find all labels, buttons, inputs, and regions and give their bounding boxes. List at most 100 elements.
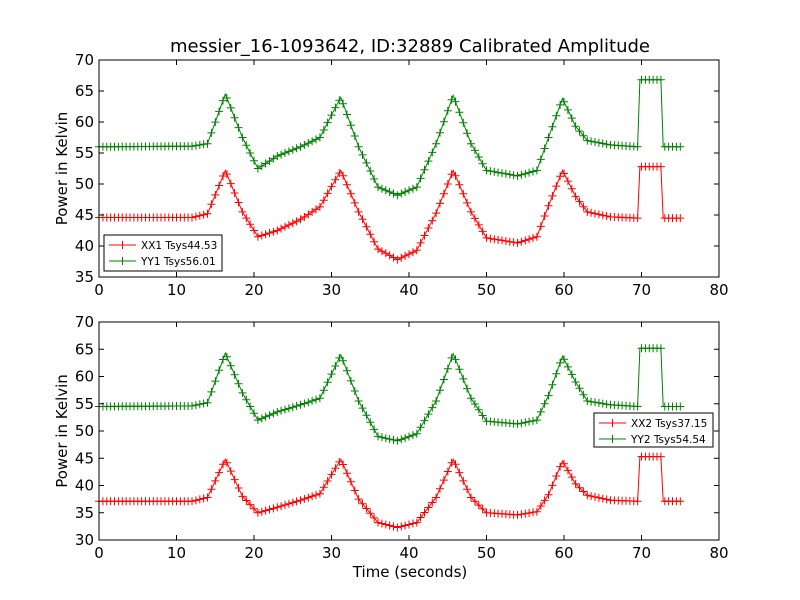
- data-point: [540, 212, 549, 220]
- y-tick-label: 40: [75, 477, 94, 495]
- data-point: [188, 497, 196, 506]
- data-point: [408, 519, 417, 528]
- data-point: [540, 496, 549, 505]
- data-point: [455, 365, 464, 374]
- data-point: [358, 150, 367, 159]
- data-point: [579, 487, 588, 496]
- data-point: [226, 103, 235, 112]
- data-point: [269, 409, 278, 418]
- data-point: [281, 149, 289, 157]
- data-point: [366, 418, 375, 427]
- data-point: [544, 201, 553, 210]
- data-point: [501, 169, 510, 178]
- data-point: [656, 344, 665, 353]
- data-point: [397, 253, 406, 262]
- data-point: [474, 405, 483, 414]
- data-point: [207, 387, 216, 396]
- data-point: [544, 490, 553, 499]
- data-point: [455, 180, 464, 189]
- data-point: [424, 224, 433, 232]
- data-point: [536, 222, 545, 231]
- data-point: [405, 520, 413, 529]
- data-point: [393, 436, 402, 445]
- data-point: [288, 219, 297, 228]
- series-line: [99, 456, 681, 529]
- data-point: [451, 171, 460, 180]
- data-point: [463, 198, 472, 207]
- data-point: [571, 122, 580, 131]
- data-point: [343, 180, 351, 189]
- data-point: [327, 370, 336, 379]
- data-point: [563, 177, 572, 186]
- data-point: [261, 412, 270, 421]
- data-point: [552, 111, 561, 120]
- data-point: [439, 375, 448, 384]
- data-point: [308, 137, 317, 146]
- data-point: [486, 234, 495, 243]
- data-point: [591, 492, 599, 501]
- legend: XX1 Tsys44.53 YY1 Tsys56.01: [103, 234, 223, 272]
- data-point: [459, 118, 468, 127]
- data-point: [319, 126, 328, 134]
- data-point: [517, 170, 526, 179]
- data-point: [436, 386, 444, 395]
- data-point: [428, 498, 437, 507]
- data-point: [211, 377, 220, 386]
- data-point: [296, 400, 305, 409]
- data-point: [273, 152, 282, 161]
- data-point: [308, 492, 317, 501]
- data-point: [191, 212, 200, 221]
- data-point: [517, 419, 526, 428]
- data-point: [478, 159, 487, 168]
- data-point: [521, 509, 530, 518]
- data-point: [525, 509, 534, 517]
- data-point: [211, 190, 220, 199]
- data-point: [308, 396, 317, 405]
- data-point: [436, 128, 444, 137]
- series-markers: [95, 75, 685, 200]
- data-point: [505, 170, 514, 179]
- data-point: [281, 405, 289, 414]
- data-point: [222, 94, 231, 102]
- data-point: [277, 150, 286, 159]
- data-point: [246, 402, 255, 411]
- data-point: [408, 431, 417, 440]
- data-point: [439, 189, 448, 198]
- data-point: [250, 226, 258, 235]
- data-point: [405, 186, 413, 195]
- data-point: [513, 171, 522, 180]
- data-point: [676, 402, 685, 411]
- legend-marker: [608, 435, 617, 443]
- data-point: [230, 475, 239, 484]
- data-point: [339, 171, 348, 180]
- data-point: [397, 435, 406, 444]
- plot-top: 0 10 20 30 40 50 60 70 80 35 40 45 50 55 60 65 70 Power i…: [53, 51, 729, 299]
- data-point: [447, 170, 456, 179]
- data-point: [455, 108, 464, 117]
- y-tick-label: 60: [75, 113, 94, 131]
- data-point: [451, 460, 460, 469]
- y-tick-label: 40: [75, 237, 94, 255]
- data-point: [203, 398, 212, 407]
- data-point: [676, 142, 685, 151]
- data-point: [470, 400, 479, 408]
- data-point: [412, 246, 421, 255]
- data-point: [579, 390, 588, 399]
- data-point: [199, 140, 208, 149]
- data-point: [428, 216, 437, 225]
- data-point: [319, 196, 328, 205]
- data-point: [470, 146, 479, 155]
- data-point: [312, 491, 320, 499]
- data-point: [412, 429, 421, 438]
- data-point: [199, 399, 208, 408]
- data-point: [525, 417, 534, 426]
- data-point: [331, 103, 340, 112]
- data-point: [284, 147, 293, 156]
- data-point: [405, 432, 413, 441]
- data-point: [532, 416, 541, 425]
- data-point: [397, 522, 406, 531]
- y-axis-label: Power in Kelvin: [53, 112, 71, 226]
- data-point: [331, 175, 340, 184]
- legend-marker: [608, 419, 617, 427]
- data-point: [296, 496, 305, 505]
